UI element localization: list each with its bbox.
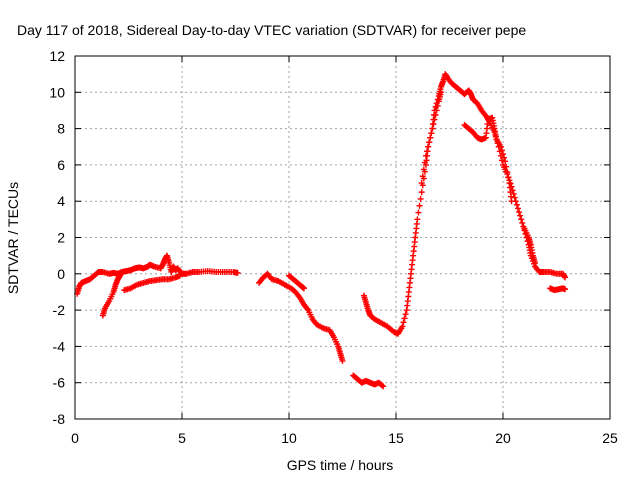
data-point — [427, 134, 434, 141]
y-tick-label: 6 — [57, 157, 65, 173]
data-point — [504, 169, 511, 176]
data-point — [401, 315, 408, 322]
data-point — [424, 148, 431, 155]
y-tick-labels: -8 -6 -4 -2 0 2 4 6 8 10 12 — [49, 48, 65, 427]
data-point — [339, 357, 346, 364]
y-tick-label: -6 — [53, 375, 66, 391]
data-point — [518, 216, 525, 223]
y-tick-label: -8 — [53, 411, 66, 427]
data-point — [431, 116, 438, 123]
x-tick-label: 0 — [71, 430, 79, 446]
y-tick-label: -2 — [53, 302, 66, 318]
data-point — [402, 311, 409, 318]
y-tick-label: -4 — [53, 338, 66, 354]
y-tick-label: 12 — [49, 48, 65, 64]
data-point — [513, 201, 520, 208]
data-point — [119, 268, 126, 275]
data-point — [532, 259, 539, 266]
data-point — [508, 198, 515, 205]
x-tick-label: 15 — [388, 430, 404, 446]
data-point — [498, 147, 505, 154]
data-point — [500, 151, 506, 158]
grid-lines — [75, 56, 610, 419]
data-point — [503, 163, 510, 170]
y-tick-label: 0 — [57, 266, 65, 282]
axis-ticks — [74, 55, 611, 420]
x-tick-label: 25 — [602, 430, 618, 446]
data-point — [429, 125, 436, 132]
data-point — [514, 205, 521, 212]
data-point — [430, 121, 437, 128]
data-point — [501, 154, 508, 161]
data-point — [416, 202, 423, 209]
y-tick-label: 10 — [49, 84, 65, 100]
data-point — [414, 216, 421, 223]
data-point — [419, 173, 426, 180]
data-point — [380, 383, 387, 390]
data-point — [400, 319, 407, 326]
data-point — [502, 158, 509, 165]
data-point — [434, 102, 441, 109]
data-point — [437, 89, 444, 96]
chart-title: Day 117 of 2018, Sidereal Day-to-day VTE… — [17, 22, 526, 38]
data-point — [433, 107, 440, 114]
data-point — [497, 143, 504, 150]
data-point — [417, 195, 424, 202]
data-point — [432, 111, 439, 118]
data-point — [415, 209, 422, 216]
data-point — [379, 382, 386, 389]
x-tick-label: 20 — [495, 430, 511, 446]
data-point — [422, 152, 429, 159]
data-point — [519, 219, 526, 226]
y-tick-label: 2 — [57, 230, 65, 246]
data-point — [511, 194, 518, 201]
data-point — [420, 166, 427, 173]
data-points — [74, 71, 569, 390]
data-point — [562, 274, 569, 281]
data-point — [399, 323, 406, 330]
data-point — [300, 285, 307, 292]
data-point — [234, 269, 241, 276]
y-tick-label: 4 — [57, 193, 65, 209]
x-tick-labels: 0 5 10 15 20 25 — [71, 430, 618, 446]
data-point — [425, 143, 432, 150]
x-tick-label: 10 — [281, 430, 297, 446]
data-point — [418, 180, 425, 187]
data-point — [428, 130, 435, 137]
data-point — [505, 174, 512, 181]
data-point — [418, 189, 425, 196]
y-tick-label: 8 — [57, 121, 65, 137]
x-tick-label: 5 — [178, 430, 186, 446]
data-point — [426, 139, 433, 146]
y-axis-label: SDTVAR / TECUs — [5, 182, 21, 294]
data-point — [516, 209, 523, 216]
x-axis-label: GPS time / hours — [287, 457, 394, 473]
data-point — [176, 272, 183, 279]
data-point — [517, 212, 524, 219]
data-point — [421, 159, 428, 166]
data-point — [562, 286, 569, 293]
